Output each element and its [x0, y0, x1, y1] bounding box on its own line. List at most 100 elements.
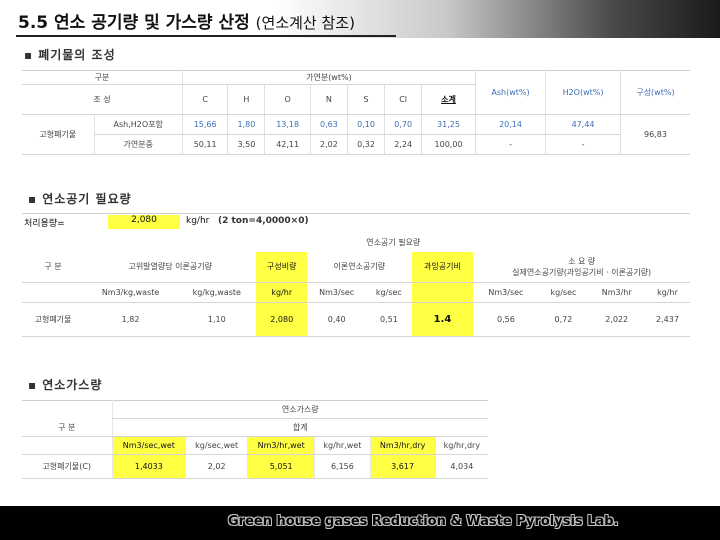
row2-ash: - [474, 134, 546, 155]
cell-josung: 조 성 [22, 84, 183, 115]
section1-heading: ▪ 폐기물의 조성 [24, 46, 116, 63]
row2-cl: 2,24 [384, 134, 422, 155]
bullet-icon: ▪ [28, 378, 37, 392]
section3-heading-text: 연소가스량 [42, 378, 103, 392]
air-val-3: 2,080 [256, 302, 308, 337]
air-header-c5: 소 요 량 실제연소공기량(과잉공기비 · 이론공기량) [473, 252, 690, 283]
cell-element-n: N [309, 84, 348, 115]
unit-6: Nm3/sec [473, 282, 539, 303]
row-label-solid-waste: 고형폐기물 [22, 114, 94, 155]
gas-unit-3: Nm3/hr,wet [247, 436, 315, 455]
row1-label: Ash,H2O포함 [93, 114, 183, 135]
gas-caption: 연소가스량 [111, 400, 488, 419]
gas-val-1: 1,4033 [111, 454, 186, 479]
gas-unit-6: kg/hr,dry [434, 436, 488, 455]
row1-s: 0,10 [346, 114, 385, 135]
footer-lab-name: Green house gases Reduction & Waste Pyro… [228, 514, 619, 529]
row1-o: 13,18 [264, 114, 311, 135]
footer-bar: Green house gases Reduction & Waste Pyro… [0, 506, 720, 540]
row1-h: 1,80 [227, 114, 265, 135]
unit-5: kg/sec [366, 282, 412, 303]
title-main: 5.5 연소 공기량 및 가스량 산정 [18, 13, 250, 33]
row2-o: 42,11 [264, 134, 311, 155]
air-header-c5a: 소 요 량 [568, 256, 596, 266]
gas-val-4: 6,156 [314, 454, 371, 479]
cell-element-subtotal: 소계 [421, 84, 476, 115]
cell-element-o: O [264, 84, 311, 115]
gas-total: 합계 [111, 418, 488, 437]
gas-row-label: 고형폐기물(C) [22, 454, 112, 479]
air-val-5: 0,51 [366, 302, 412, 337]
air-gubun: 구 분 [22, 252, 84, 283]
composition-table: 구분 가연분(wt%) Ash(wt%) H2O(wt%) 구성(wt%) 조 … [22, 70, 690, 155]
cell-element-c: C [181, 84, 228, 115]
section2-heading-text: 연소공기 필요량 [42, 192, 132, 206]
row1-ash: 20,14 [474, 114, 546, 135]
air-val-7: 0,56 [473, 302, 539, 337]
air-val-2: 1,10 [177, 302, 257, 337]
unit-3: kg/hr [256, 282, 308, 303]
title-sub: (연소계산 참조) [255, 14, 355, 32]
air-val-4: 0,40 [307, 302, 367, 337]
row1-cl: 0,70 [384, 114, 422, 135]
title-underline [16, 35, 396, 37]
cell-gayeonbun: 가연분(wt%) [181, 70, 476, 85]
cell-element-h: H [227, 84, 265, 115]
air-header-c5b: 실제연소공기량(과잉공기비 · 이론공기량) [512, 267, 652, 277]
section2-heading: ▪ 연소공기 필요량 [28, 190, 132, 207]
air-requirement-table: 연소공기 필요량 구 분 고위발열량당 이론공기량 구성비량 이론연소공기량 과… [22, 232, 690, 337]
capacity-label: 처리용량= [24, 219, 65, 229]
air-caption: 연소공기 필요량 [366, 237, 421, 247]
row2-s: 0,32 [346, 134, 385, 155]
unit-2: kg/kg,waste [177, 282, 257, 303]
capacity-row: 처리용량= 2,080 kg/hr (2 ton=4,0000×0) [22, 213, 690, 229]
flue-gas-table: 연소가스량 구 분 합계 Nm3/sec,wet kg/sec,wet Nm3/… [22, 400, 488, 479]
cell-composition-header: 구성(wt%) [619, 70, 690, 115]
section1-heading-text: 폐기물의 조성 [38, 48, 116, 62]
cell-element-s: S [346, 84, 385, 115]
unit-4: Nm3/sec [307, 282, 367, 303]
air-val-8: 0,72 [538, 302, 589, 337]
row1-c: 15,66 [181, 114, 228, 135]
row1-n: 0,63 [309, 114, 348, 135]
gas-val-3: 5,051 [247, 454, 315, 479]
capacity-value: 2,080 [108, 215, 180, 229]
air-val-excess: 1.4 [411, 302, 474, 337]
unit-7: kg/sec [538, 282, 589, 303]
bullet-icon: ▪ [28, 192, 37, 206]
row1-h2o: 47,44 [545, 114, 621, 135]
air-row-label: 고형폐기물 [22, 302, 84, 337]
air-header-c3: 이론연소공기량 [307, 252, 412, 283]
air-val-10: 2,437 [644, 302, 690, 337]
row2-h: 3,50 [227, 134, 265, 155]
air-header-c4: 과잉공기비 [411, 252, 474, 283]
air-header-c2: 구성비량 [256, 252, 308, 283]
row1-subtotal: 31,25 [421, 114, 476, 135]
gas-unit-1: Nm3/sec,wet [111, 436, 186, 455]
row2-n: 2,02 [309, 134, 348, 155]
row2-c: 50,11 [181, 134, 228, 155]
unit-8: Nm3/hr [588, 282, 645, 303]
unit-9: kg/hr [644, 282, 690, 303]
capacity-note: (2 ton=4,0000×0) [218, 216, 309, 226]
gas-gubun: 구 분 [22, 418, 112, 437]
unit-1: Nm3/kg,waste [84, 282, 178, 303]
gas-val-5: 3,617 [369, 454, 436, 479]
composition-value: 96,83 [619, 114, 690, 155]
row2-subtotal: 100,00 [421, 134, 476, 155]
bullet-icon: ▪ [24, 48, 33, 62]
gas-unit-4: kg/hr,wet [314, 436, 371, 455]
air-val-9: 2,022 [588, 302, 645, 337]
cell-gubun: 구분 [22, 70, 183, 85]
section3-heading: ▪ 연소가스량 [28, 376, 102, 393]
gas-unit-5: Nm3/hr,dry [369, 436, 436, 455]
gas-unit-2: kg/sec,wet [185, 436, 248, 455]
cell-ash-header: Ash(wt%) [474, 70, 546, 115]
capacity-unit: kg/hr [186, 216, 210, 226]
row2-h2o: - [545, 134, 621, 155]
page-title: 5.5 연소 공기량 및 가스량 산정 (연소계산 참조) [18, 8, 355, 33]
gas-val-2: 2,02 [185, 454, 248, 479]
gas-val-6: 4,034 [434, 454, 488, 479]
air-header-c1: 고위발열량당 이론공기량 [84, 252, 257, 283]
cell-element-cl: Cl [384, 84, 422, 115]
